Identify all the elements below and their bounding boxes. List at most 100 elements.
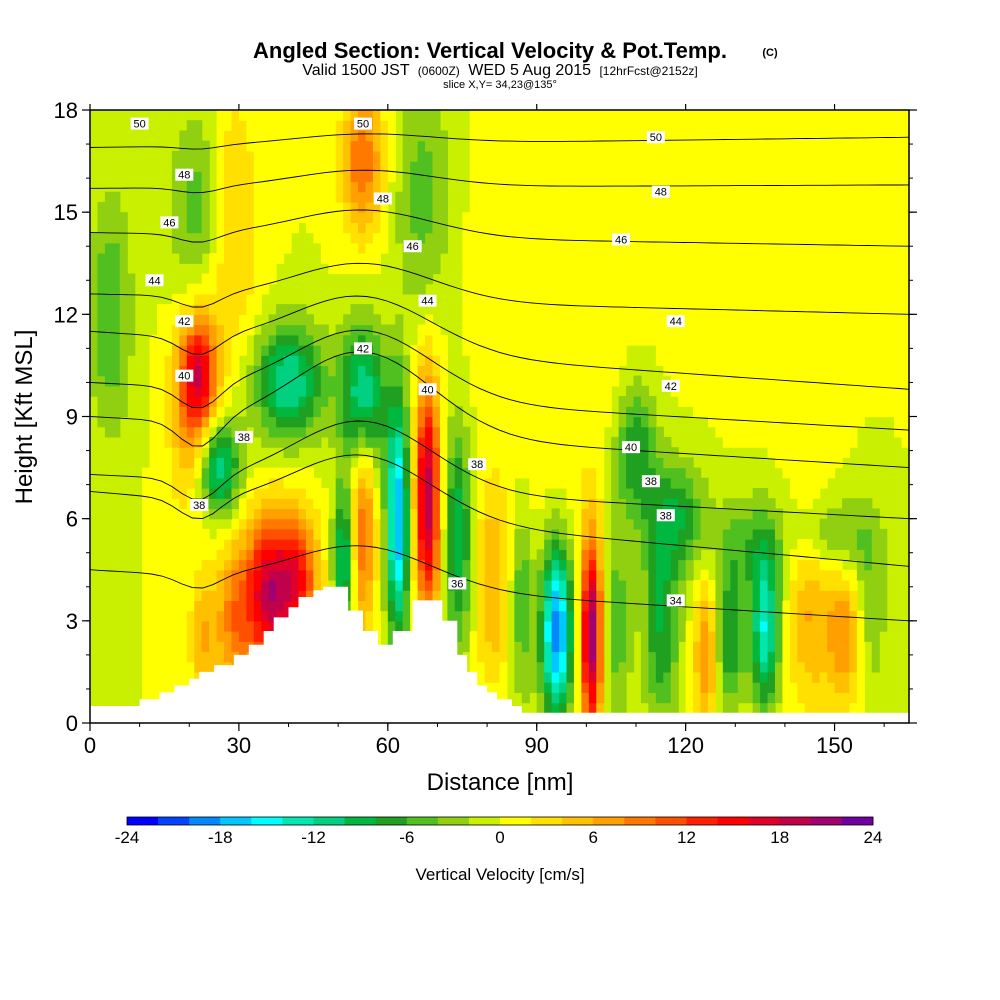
velocity-cell xyxy=(573,620,582,632)
velocity-cell xyxy=(841,631,851,642)
velocity-cell xyxy=(358,488,367,499)
velocity-cell xyxy=(618,344,627,356)
velocity-cell xyxy=(521,314,530,326)
velocity-cell xyxy=(648,304,657,315)
velocity-cell xyxy=(514,191,523,203)
velocity-cell xyxy=(112,242,121,254)
velocity-cell xyxy=(283,242,292,254)
velocity-cell xyxy=(529,191,538,203)
velocity-cell xyxy=(350,396,359,407)
velocity-cell xyxy=(149,508,158,520)
velocity-cell xyxy=(760,406,769,418)
velocity-cell xyxy=(320,416,329,428)
velocity-cell xyxy=(238,140,247,152)
velocity-cell xyxy=(231,344,240,356)
velocity-cell xyxy=(157,508,166,520)
velocity-cell xyxy=(886,375,895,387)
velocity-cell xyxy=(693,304,702,315)
velocity-cell xyxy=(283,528,292,540)
velocity-cell xyxy=(201,641,210,653)
velocity-cell xyxy=(365,314,374,326)
velocity-cell xyxy=(722,559,731,571)
velocity-cell xyxy=(194,590,203,601)
velocity-cell xyxy=(462,212,471,223)
velocity-cell xyxy=(640,293,650,305)
velocity-cell xyxy=(305,375,314,387)
velocity-cell xyxy=(797,242,806,254)
velocity-cell xyxy=(261,344,270,356)
velocity-cell xyxy=(492,610,501,622)
velocity-cell xyxy=(283,212,292,223)
velocity-cell xyxy=(417,171,426,183)
velocity-cell xyxy=(663,518,672,530)
velocity-cell xyxy=(395,467,404,479)
velocity-cell xyxy=(238,212,247,223)
velocity-cell xyxy=(871,222,880,234)
velocity-cell xyxy=(313,559,322,571)
velocity-cell xyxy=(685,201,694,213)
velocity-cell xyxy=(789,161,798,172)
velocity-cell xyxy=(812,682,821,693)
velocity-cell xyxy=(685,355,694,367)
velocity-cell xyxy=(149,682,158,693)
velocity-cell xyxy=(536,590,545,601)
velocity-cell xyxy=(633,201,642,213)
velocity-cell xyxy=(268,508,277,520)
velocity-cell xyxy=(231,518,240,530)
velocity-cell xyxy=(283,406,292,418)
velocity-cell xyxy=(119,324,128,336)
velocity-cell xyxy=(797,692,806,704)
velocity-cell xyxy=(506,273,515,285)
velocity-cell xyxy=(901,263,909,275)
velocity-cell xyxy=(365,385,374,397)
velocity-cell xyxy=(454,426,463,438)
velocity-cell xyxy=(849,171,858,183)
velocity-cell xyxy=(633,161,642,172)
velocity-cell xyxy=(439,396,448,407)
velocity-cell xyxy=(618,467,627,479)
velocity-cell xyxy=(737,375,746,387)
velocity-cell xyxy=(782,273,791,285)
velocity-cell xyxy=(343,365,352,377)
velocity-cell xyxy=(343,263,352,275)
velocity-cell xyxy=(320,150,329,162)
velocity-cell xyxy=(253,355,262,367)
velocity-cell xyxy=(238,467,247,479)
velocity-cell xyxy=(447,508,456,520)
velocity-cell xyxy=(350,436,359,448)
velocity-cell xyxy=(395,620,404,632)
velocity-cell xyxy=(410,232,419,244)
velocity-cell xyxy=(104,201,113,213)
velocity-cell xyxy=(276,314,285,326)
velocity-cell xyxy=(492,406,501,418)
velocity-cell xyxy=(499,334,508,346)
velocity-cell xyxy=(774,263,784,275)
velocity-cell xyxy=(186,539,195,550)
velocity-cell xyxy=(209,549,218,561)
velocity-cell xyxy=(782,293,791,305)
velocity-cell xyxy=(529,283,538,295)
velocity-cell xyxy=(253,569,262,581)
velocity-cell xyxy=(655,467,664,479)
velocity-cell xyxy=(871,610,880,622)
velocity-cell xyxy=(238,191,247,203)
velocity-cell xyxy=(812,191,821,203)
velocity-cell xyxy=(544,191,553,203)
velocity-cell xyxy=(261,569,270,581)
velocity-cell xyxy=(157,344,166,356)
velocity-cell xyxy=(819,671,828,683)
velocity-cell xyxy=(372,396,381,407)
velocity-cell xyxy=(841,222,851,234)
velocity-cell xyxy=(849,641,858,653)
velocity-cell xyxy=(305,590,314,601)
velocity-cell xyxy=(693,661,702,673)
velocity-cell xyxy=(171,467,180,479)
velocity-cell xyxy=(253,253,262,264)
velocity-cell xyxy=(663,477,672,489)
chart-title-units: (C) xyxy=(762,47,778,59)
velocity-cell xyxy=(722,293,731,305)
velocity-cell xyxy=(343,436,352,448)
velocity-cell xyxy=(343,569,352,581)
velocity-cell xyxy=(246,477,255,489)
velocity-cell xyxy=(834,324,843,336)
